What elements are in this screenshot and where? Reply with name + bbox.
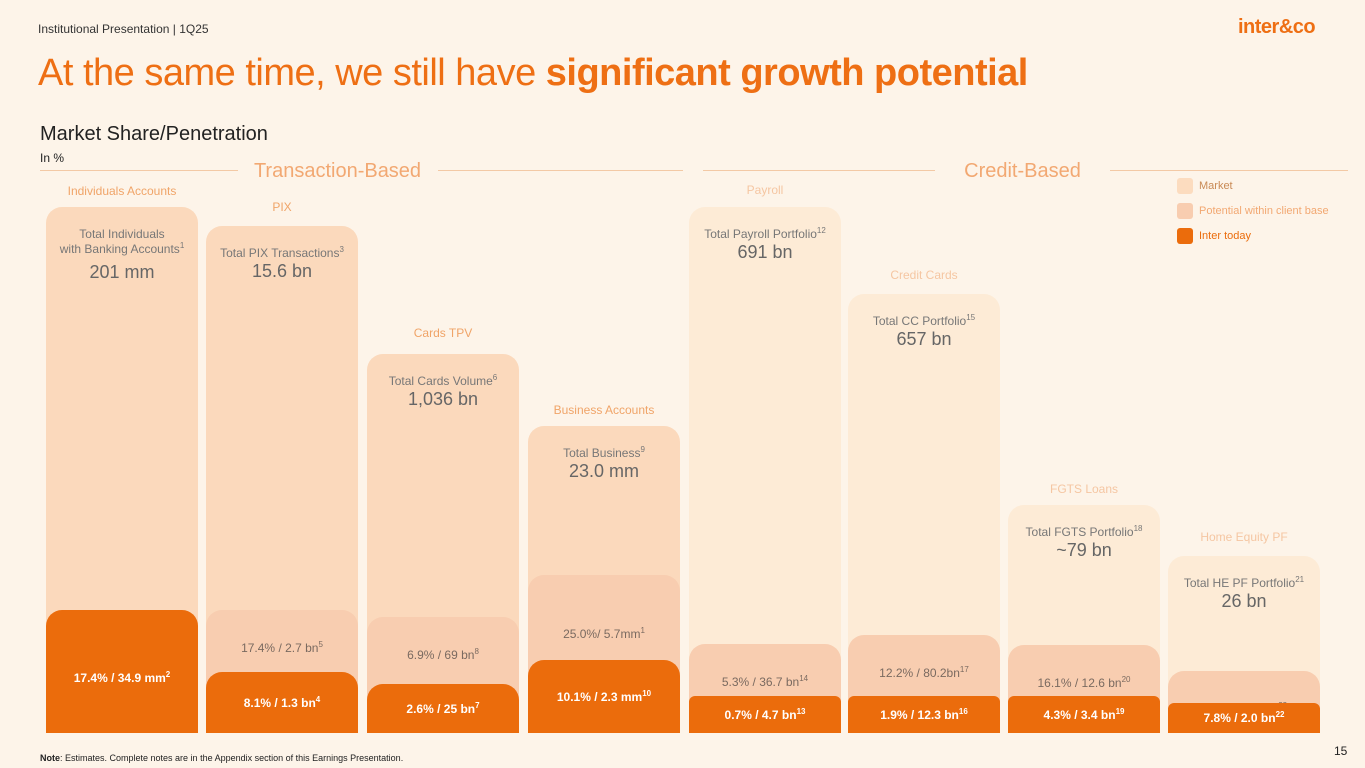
legend-swatch xyxy=(1177,178,1193,194)
legend-item: Inter today xyxy=(1177,228,1251,244)
inter-today-value-label: 8.1% / 1.3 bn4 xyxy=(243,694,321,710)
title-regular: At the same time, we still have xyxy=(38,52,546,94)
inter-today-value-label: 4.3% / 3.4 bn19 xyxy=(1043,706,1125,722)
inter-today-bar xyxy=(46,610,198,733)
market-total-label: Total Business9 xyxy=(563,445,645,461)
title-bold: significant growth potential xyxy=(545,52,1029,94)
note-label: Note xyxy=(40,753,60,763)
category-label: Business Accounts xyxy=(553,403,655,417)
market-total-value: 1,036 bn xyxy=(407,389,479,409)
section-title-credit: Credit-Based xyxy=(964,160,1081,182)
market-total-value: 201 mm xyxy=(89,262,155,282)
footnote: Note: Estimates. Complete notes are in t… xyxy=(40,753,403,763)
legend-item: Market xyxy=(1177,178,1233,194)
category-label: Cards TPV xyxy=(413,326,473,340)
legend-item: Potential within client base xyxy=(1177,203,1329,219)
inter-today-value-label: 1.9% / 12.3 bn16 xyxy=(880,706,968,722)
section-title-transaction: Transaction-Based xyxy=(253,160,422,182)
inter-today-value-label: 7.8% / 2.0 bn22 xyxy=(1203,710,1285,726)
market-total-value: ~79 bn xyxy=(1056,540,1112,560)
divider-line xyxy=(703,170,935,171)
legend-swatch xyxy=(1177,203,1193,219)
inter-today-bar xyxy=(689,696,841,733)
inter-today-value-label: 17.4% / 34.9 mm2 xyxy=(73,670,171,686)
divider-line xyxy=(40,170,238,171)
market-total-label: Total CC Portfolio15 xyxy=(872,313,976,329)
market-total-value: 26 bn xyxy=(1221,591,1267,611)
market-total-label: Total Individuals with Banking Accounts1 xyxy=(59,227,185,256)
inter-today-bar xyxy=(206,672,358,733)
inter-today-bar xyxy=(528,660,680,733)
category-label: Credit Cards xyxy=(890,268,958,282)
page-number: 15 xyxy=(1334,744,1348,758)
divider-line xyxy=(1110,170,1348,171)
inter-today-bar xyxy=(1008,696,1160,733)
chart-subtitle: Market Share/Penetration xyxy=(40,123,268,145)
market-total-label: Total Payroll Portfolio12 xyxy=(704,226,826,242)
market-total-label: Total PIX Transactions3 xyxy=(220,245,344,261)
market-total-label: Total FGTS Portfolio18 xyxy=(1025,524,1143,540)
legend-label: Market xyxy=(1199,180,1233,192)
inter-today-value-label: 0.7% / 4.7 bn13 xyxy=(724,706,806,722)
category-label: Payroll xyxy=(746,183,784,197)
category-label: Home Equity PF xyxy=(1200,530,1288,544)
potential-value-label: 12.2% / 80.2bn17 xyxy=(879,665,969,681)
divider-line xyxy=(438,170,683,171)
market-total-value: 691 bn xyxy=(737,242,793,262)
market-total-value: 15.6 bn xyxy=(251,261,313,281)
potential-value-label: 17.4% / 2.7 bn5 xyxy=(241,640,323,656)
inter-today-bar xyxy=(1168,703,1320,733)
potential-value-label: 25.0%/ 5.7mm1 xyxy=(563,626,645,642)
chart-unit: In % xyxy=(40,151,65,165)
potential-value-label: 6.9% / 69 bn8 xyxy=(407,647,479,663)
inter-today-bar xyxy=(367,684,519,733)
category-label: FGTS Loans xyxy=(1049,482,1119,496)
inter-today-value-label: 10.1% / 2.3 mm10 xyxy=(556,688,652,704)
category-label: PIX xyxy=(272,200,292,214)
page-title: At the same time, we still have signific… xyxy=(38,52,1028,95)
inter-logo: inter&co xyxy=(1238,16,1316,38)
potential-value-label: 16.1% / 12.6 bn20 xyxy=(1037,675,1131,691)
market-total-label: Total Cards Volume6 xyxy=(388,373,498,389)
inter-today-bar xyxy=(848,696,1000,733)
category-label: Individuals Accounts xyxy=(67,184,177,198)
legend-swatch xyxy=(1177,228,1193,244)
note-text: : Estimates. Complete notes are in the A… xyxy=(60,753,404,763)
market-total-value: 23.0 mm xyxy=(568,461,640,481)
potential-value-label: 5.3% / 36.7 bn14 xyxy=(721,674,809,690)
legend-label: Inter today xyxy=(1199,230,1251,242)
market-total-label: Total HE PF Portfolio21 xyxy=(1183,575,1305,591)
market-total-value: 657 bn xyxy=(896,329,952,349)
legend-label: Potential within client base xyxy=(1199,205,1329,217)
inter-today-value-label: 2.6% / 25 bn7 xyxy=(406,700,480,716)
presentation-label: Institutional Presentation | 1Q25 xyxy=(38,22,209,36)
